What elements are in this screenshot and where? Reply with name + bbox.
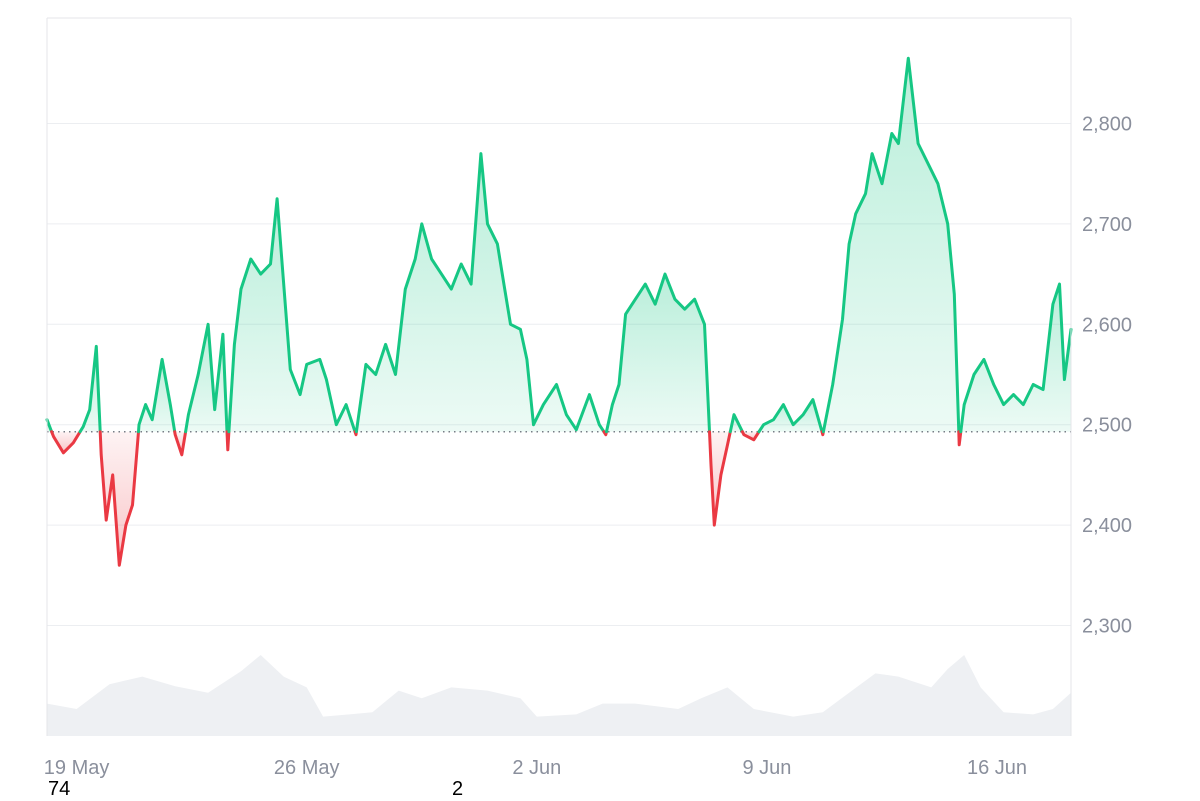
line-above-16 — [757, 398, 824, 434]
line-below-3 — [98, 430, 140, 567]
line-above-18 — [821, 56, 961, 434]
volume-shape — [47, 655, 1071, 736]
volume-area — [47, 655, 1071, 736]
y-tick-label-2700: 2,700 — [1082, 214, 1132, 236]
line-above-14 — [728, 413, 744, 434]
line-above-12 — [605, 272, 711, 434]
fill-above-10 — [356, 153, 604, 432]
fill-below-3 — [100, 431, 139, 566]
line-below-5 — [173, 430, 188, 457]
line-above-6 — [184, 322, 229, 434]
y-tick-label-2500: 2,500 — [1082, 415, 1132, 437]
y-tick-label-2800: 2,800 — [1082, 113, 1132, 135]
fill-above-16 — [759, 399, 822, 432]
line-above-10 — [354, 152, 606, 434]
fill-below-1 — [51, 431, 81, 453]
y-tick-label-2400: 2,400 — [1082, 515, 1132, 537]
fill-above-8 — [228, 198, 355, 432]
x-tick-label-0: 19 May — [44, 757, 110, 779]
stray-label-left: 74 — [48, 778, 71, 800]
line-below-15 — [740, 430, 761, 442]
line-above-20 — [959, 282, 1073, 434]
y-tick-label-2300: 2,300 — [1082, 616, 1132, 638]
x-tick-label-3: 9 Jun — [742, 757, 791, 779]
y-axis-ticks: 2,300 2,400 2,500 2,600 2,700 2,800 — [1082, 113, 1132, 637]
fill-above-20 — [960, 284, 1071, 432]
fill-above-18 — [823, 58, 959, 432]
x-tick-label-4: 16 Jun — [967, 757, 1027, 779]
line-above-2 — [78, 344, 102, 434]
line-above-0 — [45, 418, 54, 434]
x-axis-ticks: 19 May 26 May 2 Jun 9 Jun 16 Jun — [44, 757, 1027, 779]
price-line — [45, 56, 1073, 567]
line-below-19 — [957, 430, 963, 447]
line-below-7 — [225, 430, 231, 452]
line-below-13 — [708, 430, 732, 527]
fill-above-12 — [606, 274, 710, 432]
x-tick-label-2: 2 Jun — [512, 757, 561, 779]
line-above-4 — [137, 357, 177, 434]
line-below-1 — [50, 430, 82, 455]
plot-frame — [46, 17, 1072, 736]
stray-label-middle: 2 — [452, 778, 464, 800]
y-tick-label-2600: 2,600 — [1082, 314, 1132, 336]
x-tick-label-1: 26 May — [274, 757, 340, 779]
line-above-8 — [227, 197, 357, 434]
